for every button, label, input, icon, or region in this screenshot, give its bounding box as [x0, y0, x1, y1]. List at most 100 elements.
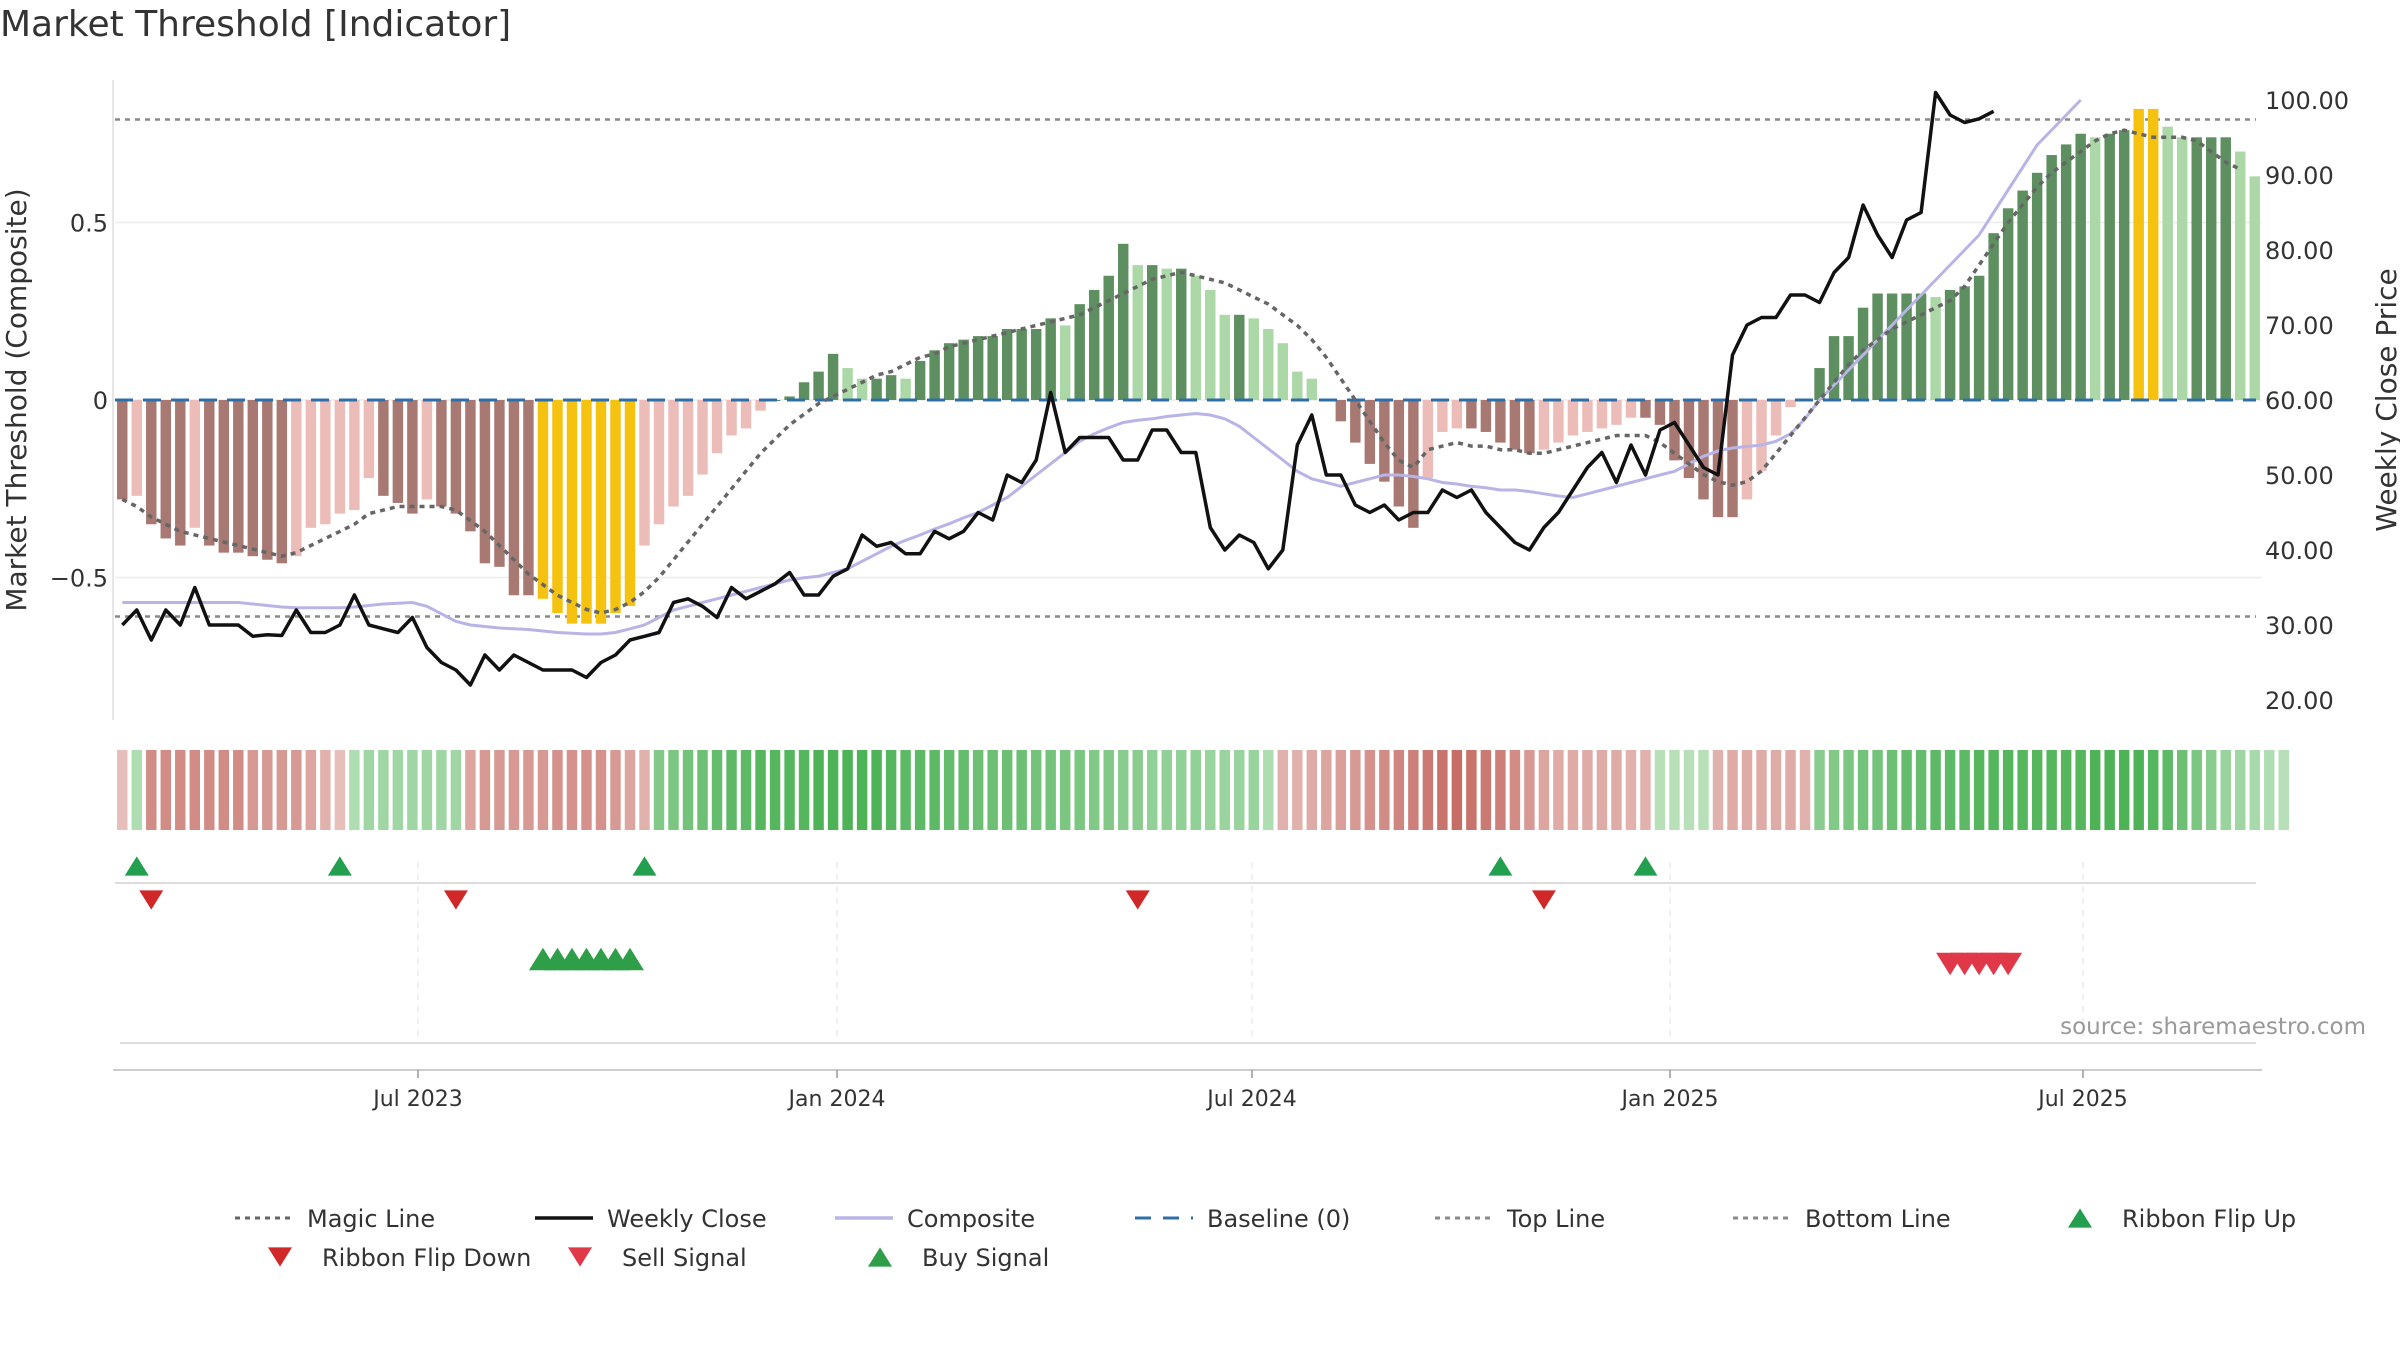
ribbon-cell: [1538, 750, 1550, 830]
ribbon-cell: [117, 750, 128, 830]
ribbon-cell: [392, 750, 404, 830]
threshold-bar: [1756, 400, 1767, 471]
legend-item: Ribbon Flip Down: [268, 1244, 531, 1272]
ribbon-cell: [421, 750, 433, 830]
ribbon-cell: [1393, 750, 1405, 830]
threshold-bar: [479, 400, 491, 564]
ribbon-cell: [276, 750, 288, 830]
legend-label: Top Line: [1506, 1205, 1605, 1233]
composite-line: [122, 98, 2082, 636]
x-tick-label: Jan 2024: [787, 1087, 886, 1112]
ribbon-cell: [2235, 750, 2246, 830]
legend-label: Magic Line: [307, 1205, 435, 1233]
threshold-bar: [320, 400, 331, 525]
x-tick-label: Jul 2023: [371, 1087, 463, 1112]
ribbon-cell: [1045, 750, 1056, 830]
ribbon-cell: [1132, 750, 1143, 830]
threshold-bar: [1611, 400, 1622, 425]
legend-label: Weekly Close: [607, 1205, 767, 1233]
ribbon-cell: [204, 750, 215, 830]
threshold-bar: [2249, 176, 2260, 400]
legend-swatch: [868, 1247, 892, 1267]
ribbon-cell: [1277, 750, 1289, 830]
x-tick-label: Jan 2025: [1620, 1087, 1719, 1112]
ribbon-cell: [1059, 750, 1071, 830]
threshold-bar: [465, 400, 476, 532]
threshold-bar: [1466, 400, 1477, 429]
ribbon-cell: [595, 750, 607, 830]
y-left-tick-label: 0: [93, 387, 108, 415]
ribbon-flip-down-marker: [1125, 890, 1150, 910]
threshold-bar: [1422, 400, 1434, 479]
ribbon-cell: [1364, 750, 1376, 830]
ribbon-cell: [1422, 750, 1434, 830]
ribbon-cell: [1930, 750, 1941, 830]
ribbon-cell: [320, 750, 331, 830]
ribbon-cell: [856, 750, 868, 830]
ribbon-cell: [784, 750, 795, 830]
threshold-bar: [1814, 368, 1825, 400]
ribbon-cell: [1988, 750, 1999, 830]
threshold-bar: [1074, 304, 1085, 400]
ribbon-cell: [1901, 750, 1912, 830]
threshold-bar: [697, 400, 708, 475]
ribbon-cell: [1582, 750, 1593, 830]
legend-item: Top Line: [1435, 1205, 1605, 1233]
threshold-bar: [566, 400, 578, 624]
ribbon-cell: [537, 750, 549, 830]
threshold-bar: [1698, 400, 1709, 500]
ribbon-cell: [2220, 750, 2231, 830]
threshold-bar: [2046, 155, 2057, 400]
ribbon-cell: [668, 750, 679, 830]
threshold-bar: [755, 400, 766, 411]
ribbon-cell: [1495, 750, 1506, 830]
threshold-bar: [711, 400, 723, 454]
threshold-bar: [1001, 329, 1013, 400]
y-right-tick-label: 20.00: [2265, 687, 2334, 715]
threshold-bar: [1306, 378, 1318, 400]
ribbon-cell: [624, 750, 636, 830]
threshold-bar: [1335, 400, 1347, 422]
trend-ribbon: [117, 750, 2289, 830]
ribbon-cell: [479, 750, 491, 830]
ribbon-cell: [508, 750, 520, 830]
legend-label: Bottom Line: [1805, 1205, 1951, 1233]
ribbon-cell: [450, 750, 462, 830]
ribbon-cell: [900, 750, 911, 830]
ribbon-cell: [1234, 750, 1245, 830]
threshold-bar: [1292, 371, 1303, 400]
ribbon-cell: [2264, 750, 2275, 830]
ribbon-cell: [334, 750, 346, 830]
ribbon-cell: [1176, 750, 1187, 830]
threshold-bar: [1538, 400, 1550, 450]
threshold-bar: [2220, 137, 2231, 401]
threshold-bar: [2002, 208, 2014, 400]
threshold-bar: [2147, 108, 2159, 401]
threshold-bar: [1553, 400, 1564, 443]
ribbon-cell: [726, 750, 737, 830]
legend-label: Composite: [907, 1205, 1035, 1233]
ribbon-cell: [131, 750, 142, 830]
threshold-bar: [2118, 130, 2130, 400]
threshold-bar: [2089, 137, 2101, 401]
threshold-bar: [407, 400, 418, 514]
threshold-bar: [2031, 172, 2043, 400]
ribbon-cell: [943, 750, 955, 830]
ribbon-cell: [1596, 750, 1608, 830]
ribbon-cell: [2162, 750, 2173, 830]
ribbon-cell: [1683, 750, 1695, 830]
ribbon-flip-down-marker: [443, 890, 468, 910]
y-right-tick-label: 100.00: [2265, 87, 2349, 115]
threshold-bar: [1959, 286, 1970, 400]
ribbon-cell: [1698, 750, 1709, 830]
ribbon-cell: [1306, 750, 1318, 830]
ribbon-cell: [175, 750, 186, 830]
legend-item: Magic Line: [235, 1205, 435, 1233]
legend-item: Buy Signal: [868, 1244, 1049, 1272]
legend-swatch: [268, 1247, 292, 1267]
threshold-bar: [2162, 126, 2173, 401]
threshold-bar: [204, 400, 215, 546]
threshold-bar: [421, 400, 433, 500]
threshold-bar: [175, 400, 186, 546]
ribbon-cell: [1205, 750, 1216, 830]
